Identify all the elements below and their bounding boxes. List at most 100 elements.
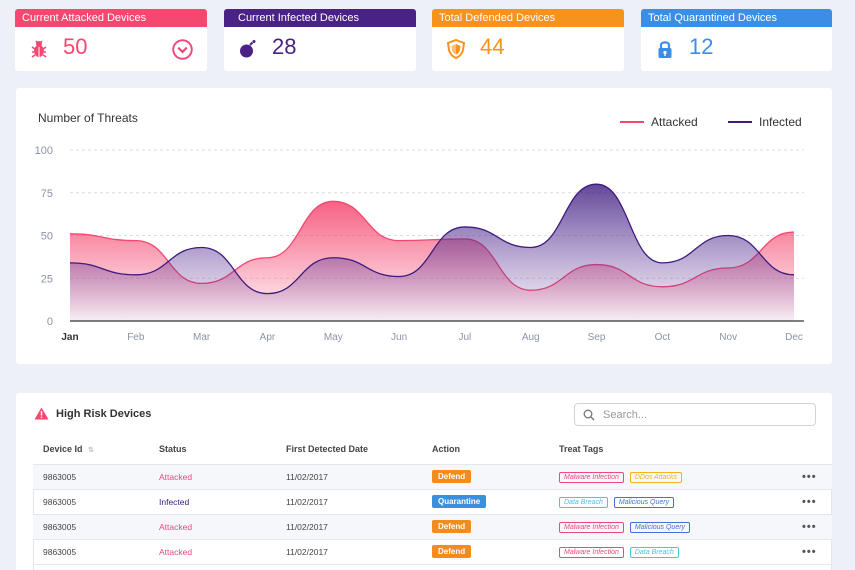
treat-tag[interactable]: Malicious Query <box>613 496 675 508</box>
legend-label: Attacked <box>651 115 698 129</box>
chart-title: Number of Threats <box>38 111 138 125</box>
search-input[interactable]: Search... <box>603 408 648 421</box>
more-cell: ••• <box>792 514 832 540</box>
date-cell: 11/02/2017 <box>276 489 422 515</box>
status-cell: Infected <box>149 489 276 515</box>
threats-chart: 0 25 50 75 100 Jan Feb Mar Apr May Jun Jul Aug Sep Oct… <box>35 145 804 343</box>
x-tick-label: Aug <box>522 332 540 343</box>
stat-card-attacked: Current Attacked Devices 50 <box>15 9 207 71</box>
x-tick-label: Jan <box>61 332 78 343</box>
treat-tag[interactable]: Malicious Query <box>629 521 691 533</box>
stat-value: 44 <box>480 34 505 59</box>
stat-value: 28 <box>272 34 297 59</box>
x-tick-label: Mar <box>193 332 211 343</box>
tags-cell: Malware Infection DDos Attacks <box>549 464 792 490</box>
status-cell: Attacked <box>149 464 276 490</box>
more-options-icon[interactable]: ••• <box>802 470 817 483</box>
x-tick-label: Oct <box>655 332 671 343</box>
x-tick-label: Jun <box>391 332 407 343</box>
bomb-icon <box>240 40 256 58</box>
lock-icon <box>658 41 672 58</box>
bug-icon <box>31 40 47 58</box>
stat-card-title: Total Quarantined Devices <box>641 9 832 27</box>
tags-cell: Malware Infection Malicious Query <box>549 514 792 540</box>
series-line-infected <box>69 183 795 295</box>
treat-tag[interactable]: Data Breach <box>559 496 608 508</box>
treat-tag[interactable]: Data Breach <box>629 546 679 558</box>
date-cell: 11/02/2017 <box>276 539 422 565</box>
col-first-detected: First Detected Date <box>276 435 422 465</box>
device-id-cell: 9863005 <box>33 539 149 565</box>
status-text: Attacked <box>159 471 193 482</box>
search-icon <box>583 409 595 420</box>
table-row[interactable]: 9863005 Infected 11/02/2017 Quarantine Data … <box>33 489 832 515</box>
status-cell: Attacked <box>149 539 276 565</box>
stat-value: 50 <box>63 34 88 59</box>
table-row[interactable]: 9863005 Attacked 11/02/2017 Defend Malware I… <box>33 539 832 565</box>
col-more <box>792 435 832 465</box>
action-button[interactable]: Defend <box>432 520 472 533</box>
status-text: Attacked <box>159 546 193 557</box>
treat-tag[interactable]: Malware Infection <box>559 471 624 483</box>
treat-tag[interactable]: Malware Infection <box>559 521 624 533</box>
stat-card-defended: Total Defended Devices 44 <box>432 9 624 71</box>
action-button[interactable]: Defend <box>432 545 472 558</box>
more-options-icon[interactable]: ••• <box>802 520 817 533</box>
y-tick-label: 0 <box>47 316 53 328</box>
high-risk-title: High Risk Devices <box>56 407 152 420</box>
status-text: Attacked <box>159 521 193 532</box>
col-status: Status <box>149 435 276 465</box>
x-tick-label: Apr <box>260 332 276 343</box>
more-cell: ••• <box>792 539 832 565</box>
chevron-down-icon[interactable] <box>172 39 193 60</box>
y-tick-label: 75 <box>41 188 53 200</box>
device-id-cell: 9863005 <box>33 489 149 515</box>
stat-card-title: Current Attacked Devices <box>15 9 207 27</box>
legend-attacked[interactable]: Attacked <box>620 115 698 129</box>
table-row[interactable]: 9863005 Attacked 11/02/2017 Defend Malware I… <box>33 514 832 540</box>
more-options-icon[interactable]: ••• <box>802 495 817 508</box>
device-id-cell: 9863005 <box>33 464 149 490</box>
stat-card-title: Total Defended Devices <box>432 9 624 27</box>
date-cell: 11/02/2017 <box>276 464 422 490</box>
x-tick-label: Feb <box>127 332 145 343</box>
status-cell: Attacked <box>149 514 276 540</box>
treat-tag[interactable]: DDos Attacks <box>629 471 682 483</box>
table-header-row: Device Id ⇅ Status First Detected Date A… <box>33 435 832 465</box>
stat-card-title: Current Infected Devices <box>224 9 416 27</box>
y-tick-label: 50 <box>41 231 53 243</box>
col-device-id[interactable]: Device Id ⇅ <box>33 435 149 465</box>
device-id-cell: 9863005 <box>33 514 149 540</box>
x-tick-label: Dec <box>785 332 803 343</box>
date-cell: 11/02/2017 <box>276 514 422 540</box>
legend-label: Infected <box>759 115 802 129</box>
stat-card-quarantined: Total Quarantined Devices 12 <box>641 9 832 71</box>
action-button[interactable]: Defend <box>432 470 472 483</box>
col-treat-tags: Treat Tags <box>549 435 792 465</box>
action-cell: Quarantine <box>422 489 549 515</box>
search-box[interactable]: Search... <box>574 403 816 426</box>
col-action: Action <box>422 435 549 465</box>
sort-icon[interactable]: ⇅ <box>88 447 94 455</box>
tags-cell: Malware Infection Data Breach <box>549 539 792 565</box>
status-text: Infected <box>159 496 190 507</box>
table-row[interactable]: 9863005 Attacked 11/02/2017 Defend Malware I… <box>33 464 832 490</box>
more-options-icon[interactable]: ••• <box>802 545 817 558</box>
y-tick-label: 25 <box>41 273 53 285</box>
action-cell: Defend <box>422 539 549 565</box>
y-tick-label: 100 <box>35 145 53 157</box>
threats-chart-panel: Number of Threats Attacked Infected 0 25 5… <box>16 88 832 364</box>
high-risk-panel: High Risk Devices Search... Device Id ⇅ … <box>16 393 832 570</box>
action-cell: Defend <box>422 514 549 540</box>
treat-tag[interactable]: Malware Infection <box>559 546 624 558</box>
high-risk-header: High Risk Devices <box>34 407 151 420</box>
x-tick-label: May <box>324 332 343 343</box>
stat-card-infected: Current Infected Devices 28 <box>224 9 416 71</box>
warning-icon <box>34 407 49 420</box>
x-tick-label: Jul <box>459 332 472 343</box>
shield-icon <box>446 39 466 59</box>
action-button[interactable]: Quarantine <box>432 495 487 508</box>
legend-infected[interactable]: Infected <box>728 115 802 129</box>
x-tick-label: Sep <box>588 332 606 343</box>
x-tick-label: Nov <box>719 332 737 343</box>
